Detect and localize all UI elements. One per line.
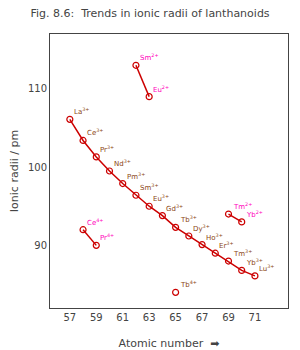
svg-text:Yb​3+​: Yb​3+​	[246, 257, 263, 267]
svg-text:Ce​3+​: Ce​3+​	[87, 127, 103, 137]
svg-text:67: 67	[196, 312, 209, 323]
svg-text:Er​3+​: Er​3+​	[219, 240, 234, 250]
svg-text:Yb​2+​: Yb​2+​	[246, 209, 263, 219]
svg-text:59: 59	[90, 312, 103, 323]
svg-text:Ionic radii / pm: Ionic radii / pm	[8, 130, 21, 212]
svg-text:Pm​3+​: Pm​3+​	[127, 171, 145, 181]
svg-text:Tm​2+​: Tm​2+​	[233, 201, 252, 211]
svg-text:Tb​3+​: Tb​3+​	[180, 214, 197, 224]
svg-text:Tm​3+​: Tm​3+​	[233, 248, 252, 258]
svg-text:Ce​4+​: Ce​4+​	[87, 217, 103, 227]
svg-text:Eu​2+​: Eu​2+​	[153, 84, 169, 94]
svg-text:Sm​2+​: Sm​2+​	[140, 52, 158, 62]
svg-text:Tb​4+​: Tb​4+​	[180, 279, 197, 289]
svg-text:90: 90	[34, 240, 47, 251]
svg-text:57: 57	[63, 312, 76, 323]
svg-text:Gd​3+​: Gd​3+​	[166, 203, 183, 213]
svg-text:Pr​4+​: Pr​4+​	[100, 232, 114, 242]
svg-text:Lu​3+​: Lu​3+​	[259, 263, 274, 273]
svg-text:Pr​3+​: Pr​3+​	[100, 144, 114, 154]
svg-text:Nd​3+​: Nd​3+​	[114, 158, 131, 168]
svg-text:71: 71	[249, 312, 262, 323]
svg-text:Dy​3+​: Dy​3+​	[193, 223, 210, 233]
svg-text:69: 69	[222, 312, 235, 323]
svg-text:63: 63	[143, 312, 156, 323]
svg-text:100: 100	[28, 162, 47, 173]
svg-text:Fig. 8.6: Trends in ionic rad: Fig. 8.6: Trends in ionic radii of lanth…	[30, 7, 269, 20]
svg-text:Sm​3+​: Sm​3+​	[140, 182, 158, 192]
svg-text:Ho​3+​: Ho​3+​	[206, 232, 223, 242]
svg-text:110: 110	[28, 83, 47, 94]
svg-text:61: 61	[116, 312, 129, 323]
svg-text:Atomic number ➡: Atomic number ➡	[119, 337, 220, 350]
svg-text:La​3+​: La​3+​	[74, 106, 89, 116]
svg-text:65: 65	[169, 312, 182, 323]
svg-text:Eu​3+​: Eu​3+​	[153, 193, 169, 203]
